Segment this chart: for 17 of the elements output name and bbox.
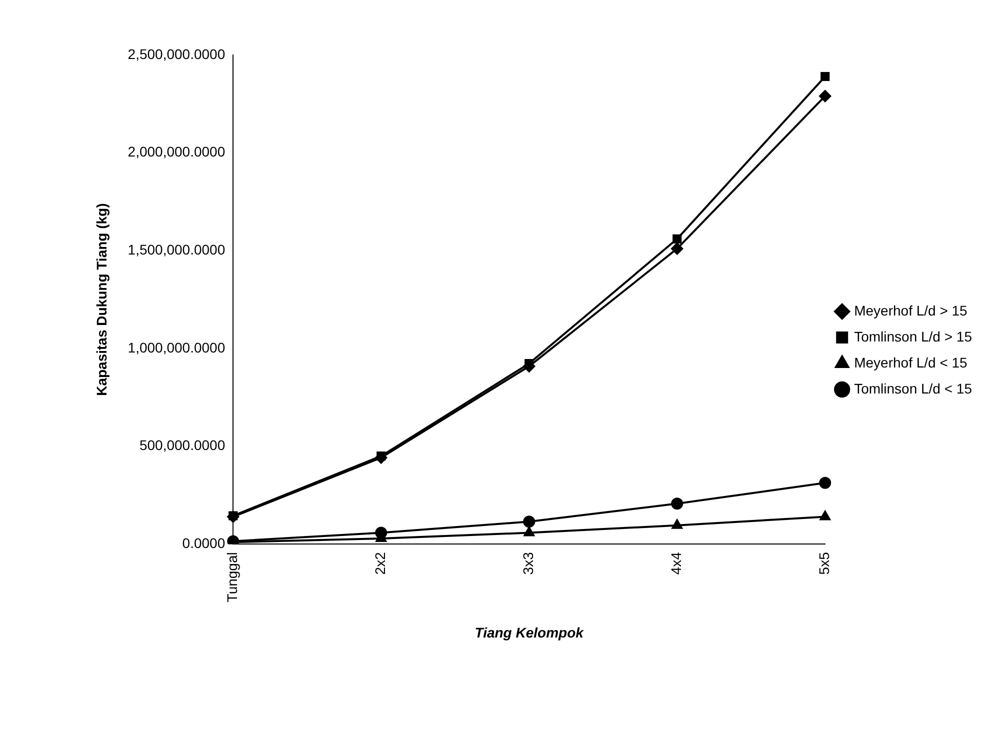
x-tick-label: 4x4 bbox=[668, 552, 684, 575]
x-axis-title: Tiang Kelompok bbox=[474, 624, 585, 640]
y-tick-label: 2,500,000.0000 bbox=[128, 46, 226, 62]
legend-label: Meyerhof L/d < 15 bbox=[854, 354, 968, 370]
y-tick-label: 1,000,000.0000 bbox=[128, 339, 226, 356]
legend-label: Tomlinson L/d < 15 bbox=[854, 380, 972, 396]
y-tick-label: 0.0000 bbox=[182, 534, 226, 551]
y-tick-label: 500,000.0000 bbox=[139, 437, 226, 454]
x-tick-label: 5x5 bbox=[816, 552, 832, 575]
legend-label: Meyerhof L/d > 15 bbox=[854, 302, 968, 318]
y-tick-label: 1,500,000.0000 bbox=[128, 242, 226, 258]
y-axis-title: Kapasitas Dukung Tiang (kg) bbox=[93, 203, 110, 396]
x-tick-label: 2x2 bbox=[372, 552, 388, 575]
y-tick-label: 2,000,000.0000 bbox=[128, 144, 226, 160]
x-tick-label: Tunggal bbox=[224, 552, 240, 602]
x-tick-label: 3x3 bbox=[520, 552, 536, 575]
legend-label: Tomlinson L/d > 15 bbox=[854, 328, 972, 344]
